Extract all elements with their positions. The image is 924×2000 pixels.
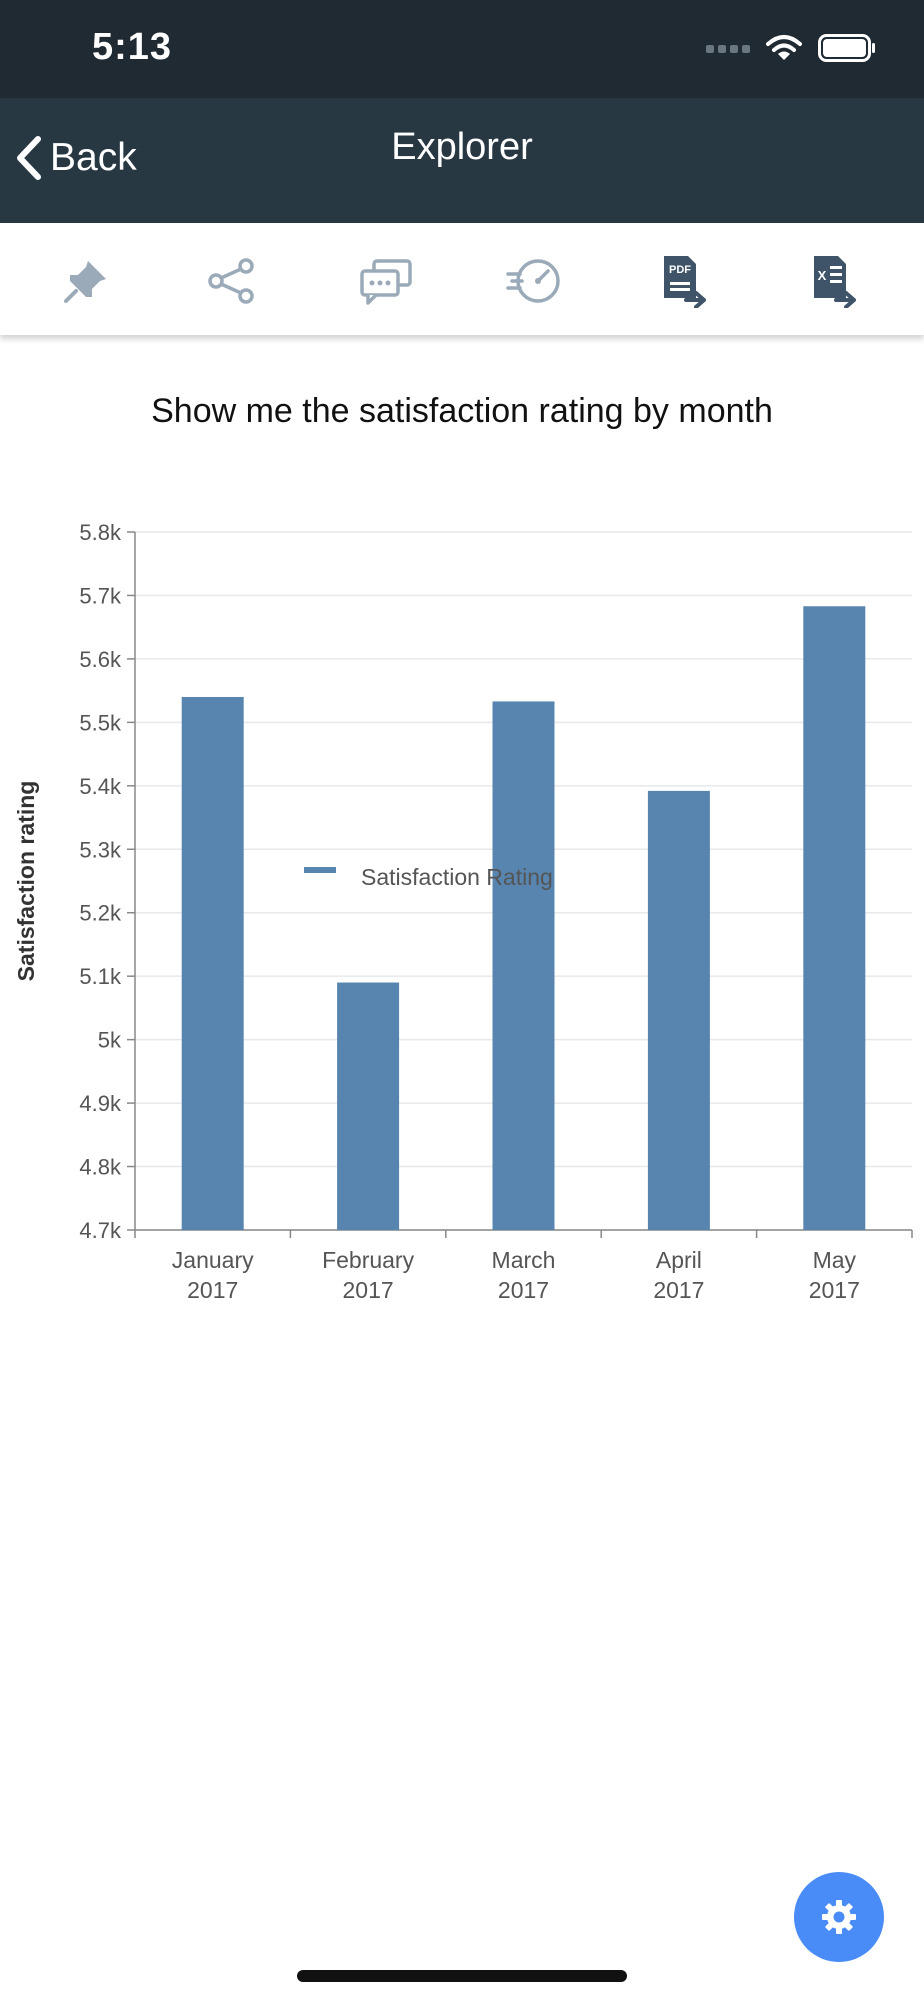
query-text: Show me the satisfaction rating by month: [151, 392, 773, 430]
y-tick-label: 4.9k: [79, 1091, 122, 1116]
chevron-left-icon: [17, 136, 41, 180]
speed-gauge-button[interactable]: [502, 249, 566, 313]
y-tick-label: 5.3k: [79, 837, 122, 862]
legend-swatch: [304, 867, 336, 873]
y-tick-label: 5.4k: [79, 774, 122, 799]
export-pdf-icon: PDF: [664, 256, 706, 308]
comments-icon: [360, 259, 412, 305]
legend-label: Satisfaction Rating: [361, 864, 553, 890]
bar: [647, 790, 710, 1230]
y-tick-label: 5.7k: [79, 583, 122, 608]
x-tick-label: May: [813, 1247, 857, 1273]
speed-gauge-icon: [506, 259, 560, 303]
y-axis-label: Satisfaction rating: [13, 781, 39, 982]
action-toolbar: PDF X: [0, 223, 924, 335]
x-tick-label: 2017: [343, 1277, 394, 1303]
status-bar: 5:13: [0, 0, 924, 98]
export-pdf-button[interactable]: PDF: [652, 249, 716, 313]
bar: [492, 701, 555, 1230]
x-tick-label: January: [172, 1247, 254, 1273]
pin-button[interactable]: [54, 249, 118, 313]
status-time: 5:13: [92, 26, 173, 68]
share-button[interactable]: [199, 249, 263, 313]
y-tick-label: 5.2k: [79, 901, 122, 926]
wifi-icon: [766, 35, 802, 60]
y-tick-label: 4.8k: [79, 1155, 122, 1180]
x-tick-label: 2017: [653, 1277, 704, 1303]
home-indicator: [297, 1970, 627, 1982]
bar: [803, 606, 866, 1230]
y-tick-label: 5.6k: [79, 647, 122, 672]
export-excel-icon: X: [814, 256, 856, 308]
x-tick-label: April: [656, 1247, 702, 1273]
share-icon: [208, 258, 254, 304]
navigation-bar: Back Explorer: [0, 98, 924, 223]
settings-button[interactable]: [794, 1872, 884, 1962]
excel-badge: X: [818, 268, 827, 283]
bar: [181, 696, 244, 1230]
bar-chart: 5.8k 5.7k 5.6k 5.5k 5.4k 5.3k 5.2k 5.1k 5k 4.9k 4.…: [13, 520, 913, 1303]
x-tick-label: 2017: [187, 1277, 238, 1303]
x-tick-label: March: [492, 1247, 556, 1273]
y-tick-label: 5k: [98, 1028, 122, 1053]
y-tick-label: 5.5k: [79, 710, 122, 735]
x-tick-label: 2017: [498, 1277, 549, 1303]
signal-icon: [706, 45, 750, 53]
y-tick-label: 5.1k: [79, 964, 122, 989]
back-button[interactable]: Back: [14, 128, 137, 188]
x-tick-label: 2017: [809, 1277, 860, 1303]
x-tick-label: February: [322, 1247, 415, 1273]
gear-icon: [822, 1900, 856, 1934]
battery-icon: [818, 34, 875, 62]
pdf-badge: PDF: [669, 264, 691, 276]
comments-button[interactable]: [354, 249, 418, 313]
y-tick-label: 5.8k: [79, 520, 122, 545]
back-label: Back: [50, 136, 137, 179]
status-icons: [706, 34, 876, 62]
export-excel-button[interactable]: X: [802, 249, 866, 313]
page-title: Explorer: [391, 126, 533, 168]
y-tick-label: 4.7k: [79, 1218, 122, 1243]
bar: [337, 982, 400, 1230]
pin-icon: [64, 261, 106, 303]
